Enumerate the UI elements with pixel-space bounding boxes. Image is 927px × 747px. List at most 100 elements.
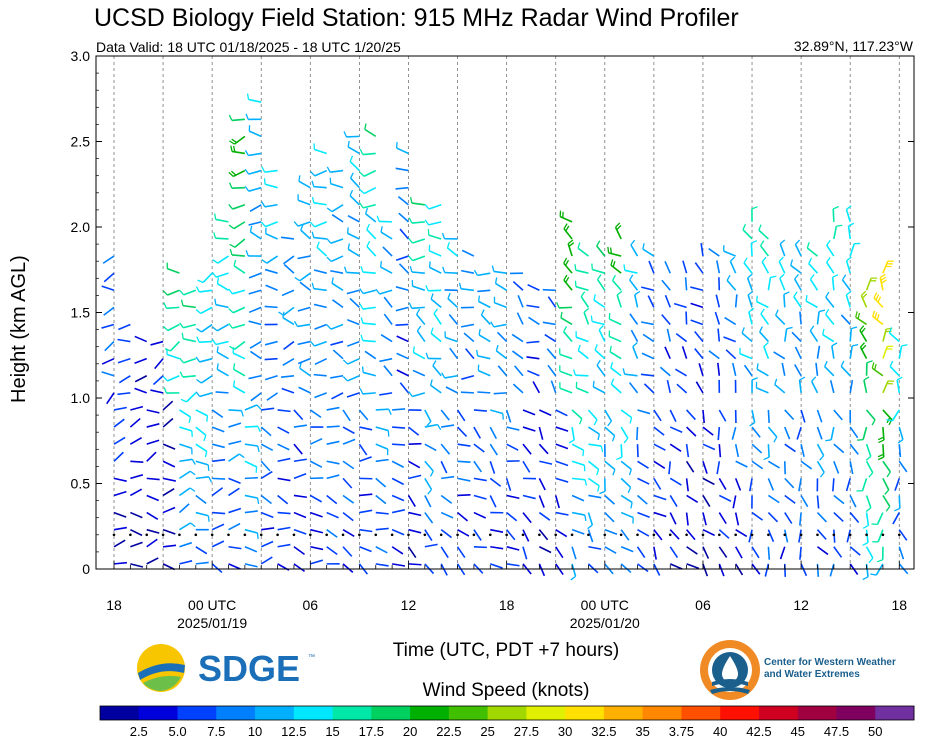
calm-marker <box>538 533 541 537</box>
wind-barb-flag <box>179 371 184 378</box>
wind-barb <box>666 328 672 342</box>
wind-barb <box>816 495 820 509</box>
wind-barb <box>708 247 720 257</box>
wind-barb-flag <box>593 419 598 426</box>
wind-barb <box>620 460 632 470</box>
wind-barb <box>522 409 536 416</box>
wind-barb <box>845 478 851 492</box>
wind-barb <box>332 349 344 360</box>
wind-barb <box>575 336 589 343</box>
wind-barb-flag <box>244 149 249 156</box>
wind-barb <box>833 494 845 505</box>
wind-barb <box>763 346 770 359</box>
wind-barb <box>718 494 732 502</box>
wind-barb <box>756 300 769 309</box>
wind-barb <box>134 335 148 343</box>
wind-barb <box>330 323 344 330</box>
wind-barb <box>702 426 714 436</box>
wind-barb-flag <box>857 312 861 319</box>
wind-barb <box>898 444 902 458</box>
wind-barb-flag <box>244 185 250 192</box>
wind-barb-flag <box>894 507 901 512</box>
wind-barb <box>861 478 868 491</box>
wind-barb <box>747 294 753 308</box>
wind-barb <box>310 528 324 534</box>
wind-barb-flag <box>610 259 614 266</box>
wind-barb-flag <box>811 376 817 382</box>
wind-barb <box>375 426 389 432</box>
wind-barb <box>146 409 160 414</box>
colorbar-swatch <box>332 706 372 720</box>
wind-barb-flag <box>877 436 884 441</box>
wind-barb <box>424 529 433 542</box>
wind-barb <box>559 353 573 360</box>
wind-barb <box>457 460 471 463</box>
wind-barb <box>831 277 835 291</box>
wind-barb <box>379 289 393 295</box>
wind-barb <box>571 546 577 560</box>
wind-barb <box>233 265 246 274</box>
wind-barb <box>228 422 242 428</box>
wind-barb <box>297 323 311 328</box>
station-coordinates: 32.89°N, 117.23°W <box>793 38 913 54</box>
wind-barb <box>799 546 802 560</box>
wind-barb <box>539 460 553 465</box>
wind-barb <box>809 330 819 343</box>
wind-barb <box>113 451 124 462</box>
wind-barb <box>146 528 160 534</box>
wind-barb <box>342 494 355 504</box>
wind-barb <box>232 204 246 210</box>
wind-barb <box>669 563 683 570</box>
wind-barb-flag <box>428 261 431 268</box>
wind-barb <box>316 246 328 257</box>
wind-barb <box>675 333 688 343</box>
calm-marker <box>521 533 525 537</box>
wind-barb <box>608 335 622 343</box>
wind-barb-flag <box>594 344 598 351</box>
wind-barb-flag <box>278 311 284 316</box>
wind-barb-flag <box>408 237 413 244</box>
wind-barb <box>587 477 600 487</box>
wind-barb <box>215 218 229 223</box>
wind-barb-flag <box>478 295 480 302</box>
wind-barb <box>383 365 393 377</box>
wind-barb-flag <box>359 171 365 177</box>
wind-barb <box>297 255 311 260</box>
wind-barb <box>748 529 753 543</box>
wind-barb-flag <box>563 223 568 230</box>
wind-barb <box>882 495 891 507</box>
calm-marker <box>816 533 819 537</box>
wind-barb <box>666 380 672 394</box>
wind-barb <box>379 392 393 396</box>
wind-barb <box>248 374 262 380</box>
wind-barb <box>375 546 388 554</box>
wind-barb-flag <box>597 274 602 280</box>
wind-barb <box>898 460 908 473</box>
wind-barb-flag <box>563 326 568 333</box>
wind-barb-flag <box>809 325 815 332</box>
wind-barb <box>362 289 376 295</box>
wind-barb <box>685 478 689 492</box>
wind-barb <box>383 313 393 325</box>
wind-barb-flag <box>416 308 421 315</box>
wind-barb <box>815 362 819 376</box>
wind-barb-flag <box>163 387 168 394</box>
calm-marker <box>783 533 787 537</box>
wind-barb <box>342 528 355 537</box>
wind-barb-flag <box>793 291 798 298</box>
wind-barb <box>681 346 688 359</box>
wind-barb <box>146 511 159 521</box>
wind-barb-flag <box>228 322 233 329</box>
wind-barb <box>522 529 530 542</box>
wind-barb-flag <box>876 314 880 321</box>
wind-barb <box>669 443 682 453</box>
wind-barb <box>248 130 262 138</box>
wind-barb-flag <box>860 290 867 296</box>
y-tick-label: 2.0 <box>71 219 91 235</box>
wind-barb <box>314 221 327 228</box>
wind-barb <box>457 477 471 482</box>
wind-barb <box>282 255 295 265</box>
wind-barb <box>750 243 753 257</box>
wind-barb <box>865 409 876 421</box>
wind-barb <box>731 362 737 376</box>
